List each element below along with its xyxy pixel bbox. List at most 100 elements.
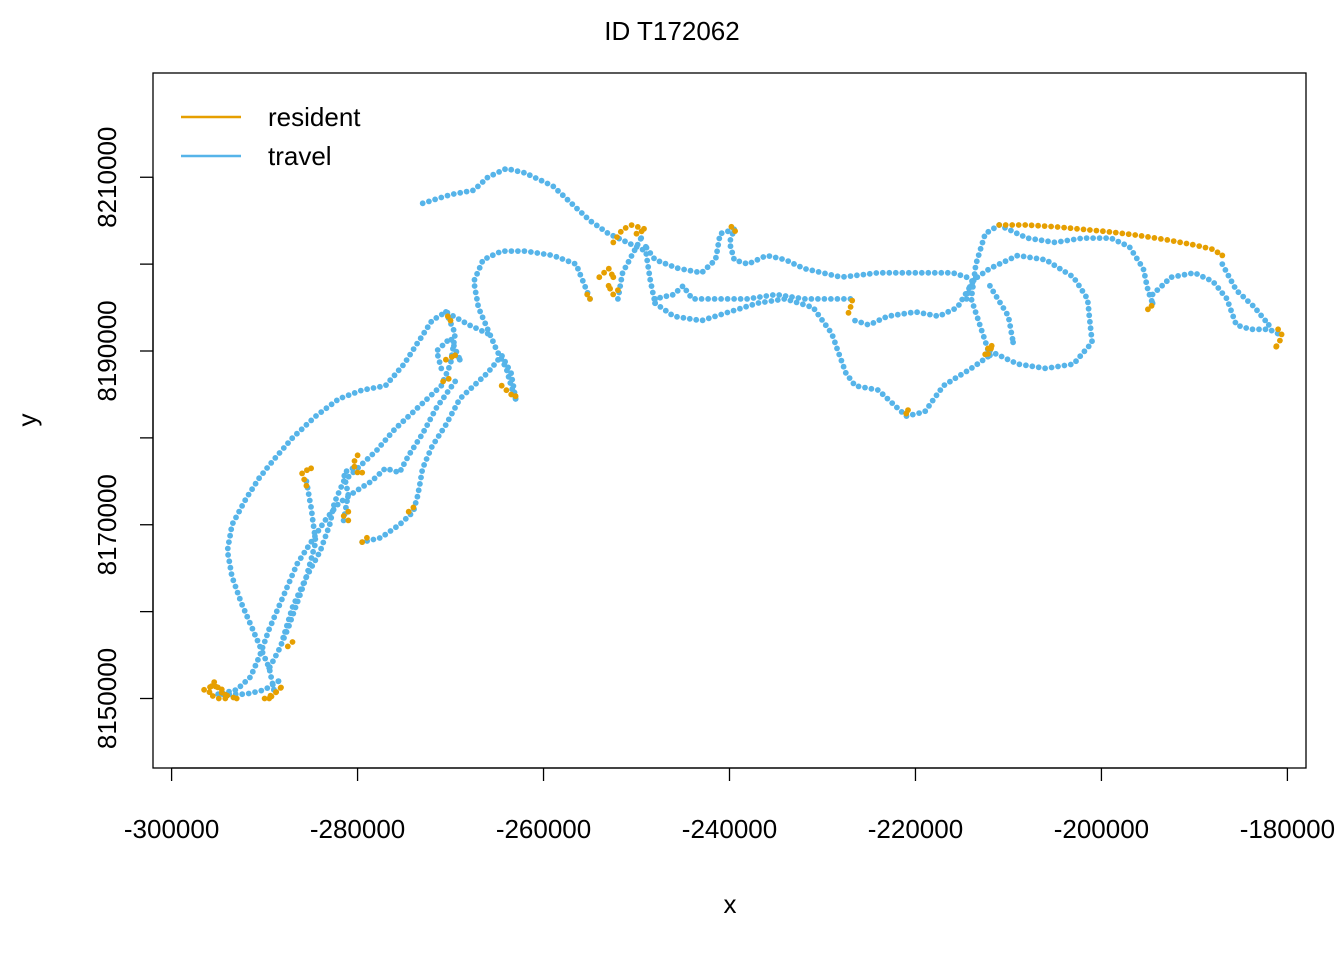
point-travel	[249, 625, 256, 632]
point-travel	[1045, 258, 1052, 265]
point-travel	[473, 380, 479, 387]
point-travel	[502, 166, 508, 173]
point-travel	[284, 584, 290, 591]
point-travel	[969, 280, 976, 286]
point-travel	[1096, 235, 1103, 242]
point-travel	[423, 456, 430, 462]
point-travel	[627, 241, 634, 248]
point-travel	[575, 265, 581, 272]
point-resident	[1164, 237, 1171, 243]
point-travel	[276, 646, 282, 653]
point-travel	[242, 497, 249, 504]
point-travel	[985, 266, 991, 273]
point-resident	[1028, 222, 1035, 229]
point-travel	[802, 296, 808, 302]
point-resident	[634, 224, 641, 230]
point-travel	[1188, 270, 1194, 277]
point-travel	[489, 252, 496, 259]
point-travel	[718, 296, 724, 302]
point-travel	[968, 296, 975, 303]
point-travel	[1249, 302, 1256, 309]
point-travel	[985, 228, 992, 235]
point-travel	[969, 365, 975, 371]
point-travel	[579, 277, 586, 284]
point-travel	[443, 309, 449, 315]
y-tick-label: 8170000	[92, 474, 122, 575]
point-resident	[614, 234, 620, 241]
point-travel	[475, 183, 481, 190]
point-travel	[424, 422, 431, 428]
point-travel	[704, 264, 711, 271]
point-travel	[510, 383, 517, 389]
point-travel	[850, 380, 857, 387]
point-travel	[502, 248, 508, 255]
point-travel	[1215, 285, 1222, 291]
point-travel	[279, 596, 285, 603]
point-travel	[1003, 310, 1010, 317]
point-travel	[278, 640, 285, 647]
point-travel	[1086, 312, 1093, 319]
point-resident	[443, 356, 449, 363]
point-travel	[920, 310, 927, 317]
point-travel	[656, 258, 663, 265]
point-travel	[1006, 316, 1012, 323]
point-travel	[310, 548, 316, 555]
point-travel	[760, 254, 767, 260]
point-travel	[1149, 291, 1156, 298]
point-travel	[448, 336, 455, 343]
point-travel	[305, 567, 311, 574]
point-travel	[1027, 254, 1033, 261]
point-travel	[252, 480, 259, 487]
point-travel	[1033, 255, 1040, 262]
point-resident	[1106, 229, 1113, 235]
point-resident	[206, 689, 213, 696]
point-resident	[728, 223, 735, 230]
point-resident	[1138, 233, 1145, 239]
point-resident	[284, 643, 291, 650]
point-travel	[393, 468, 400, 475]
point-travel	[359, 460, 366, 467]
point-resident	[638, 228, 645, 235]
point-travel	[941, 382, 948, 388]
point-travel	[1067, 361, 1074, 368]
point-travel	[1004, 356, 1011, 363]
point-travel	[894, 311, 901, 318]
y-tick-label: 8210000	[92, 127, 122, 228]
point-resident	[508, 391, 515, 398]
point-travel	[1008, 255, 1015, 262]
point-travel	[797, 263, 803, 270]
point-travel	[228, 571, 235, 577]
point-resident	[1087, 227, 1093, 233]
point-travel	[991, 225, 997, 232]
point-travel	[1262, 326, 1269, 333]
point-travel	[980, 333, 987, 340]
point-travel	[886, 269, 893, 276]
point-travel	[1144, 285, 1151, 292]
point-travel	[1140, 266, 1147, 273]
point-travel	[540, 251, 547, 257]
point-resident	[1202, 244, 1209, 251]
point-travel	[987, 282, 993, 289]
point-travel	[731, 255, 737, 262]
y-tick-label: 8190000	[92, 300, 122, 401]
point-travel	[366, 479, 373, 486]
point-travel	[974, 315, 981, 322]
point-travel	[1223, 295, 1230, 302]
point-travel	[815, 296, 821, 302]
point-travel	[729, 249, 736, 256]
point-resident	[1048, 223, 1054, 230]
point-travel	[683, 287, 690, 294]
point-travel	[1168, 274, 1175, 280]
point-resident	[410, 504, 417, 511]
point-resident	[209, 693, 216, 699]
point-travel	[237, 683, 244, 690]
point-travel	[715, 242, 722, 248]
point-travel	[452, 405, 458, 411]
point-travel	[311, 542, 318, 549]
point-travel	[976, 321, 983, 328]
point-travel	[428, 444, 435, 450]
point-travel	[619, 270, 626, 277]
point-travel	[648, 283, 655, 289]
point-travel	[457, 189, 464, 196]
point-travel	[322, 517, 329, 523]
